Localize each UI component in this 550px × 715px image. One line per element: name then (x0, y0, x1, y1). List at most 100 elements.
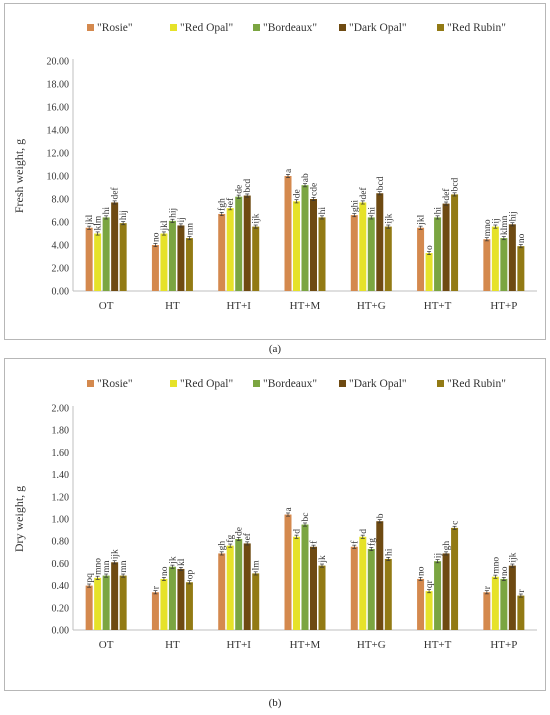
dry-weight-chart: "Rosie" "Red Opal" "Bordeaux" "Dark Opal" "R… (4, 358, 546, 691)
charta-bar-4-0 (350, 215, 358, 291)
charta-bar-3-3 (310, 199, 317, 291)
charta-letter-2-3: bcd (243, 179, 253, 193)
charta-letter-4-3: bcd (376, 176, 386, 190)
charta-bar-6-2 (500, 238, 508, 291)
chartb-bar-4-2 (367, 548, 375, 630)
chartb-bar-6-1 (491, 576, 499, 630)
chartb-letter-3-4: jk (318, 555, 328, 564)
charta-letter-1-0: no (151, 232, 161, 242)
charta-bar-1-2 (168, 220, 176, 291)
chartb-legend-swatch-4 (437, 380, 444, 387)
charta-bar-1-0 (151, 245, 159, 291)
charta-y-axis-title: Fresh weight, g (12, 139, 26, 213)
charta-letter-6-0: mno (483, 219, 493, 236)
chartb-ytick-label-3: 0.60 (52, 559, 70, 570)
chartb-letter-1-2: jk (168, 556, 178, 565)
chartb-letter-5-3: gh (442, 541, 452, 551)
charta-letter-2-4: ijk (252, 213, 262, 223)
chartb-legend-label-3: "Dark Opal" (349, 378, 407, 390)
chartb-bar-6-0 (483, 592, 491, 630)
charta-legend-label-2: "Bordeaux" (263, 22, 317, 34)
charta-bar-0-2 (102, 217, 110, 291)
charta-letter-6-2: klmn (500, 215, 510, 235)
chartb-letter-6-2: no (500, 566, 510, 576)
charta-bar-1-3 (177, 225, 185, 291)
chartb-bar-2-1 (226, 545, 234, 630)
charta-legend-swatch-2 (253, 24, 260, 31)
chartb-legend-swatch-0 (87, 380, 94, 387)
chartb-xtick-label-2: HT+I (226, 639, 251, 651)
charta-letter-3-0: a (284, 168, 294, 173)
charta-letter-6-4: no (517, 233, 527, 243)
chartb-letter-3-1: d (293, 529, 303, 534)
chartb-letter-2-2: de (235, 527, 245, 536)
chartb-bar-3-4 (318, 565, 326, 630)
charta-bar-6-1 (491, 226, 499, 291)
charta-letter-0-4: hij (119, 210, 129, 220)
caption-a: (a) (268, 343, 282, 355)
chartb-bar-1-4 (185, 582, 193, 630)
chartb-ytick-label-4: 0.80 (52, 537, 70, 548)
charta-xtick-label-5: HT+T (424, 300, 452, 312)
charta-bar-3-4 (318, 217, 326, 291)
chartb-bar-1-3 (177, 568, 185, 630)
charta-letter-1-4: mn (185, 223, 195, 235)
chartb-letter-4-3: b (376, 513, 386, 518)
fresh-weight-chart: "Rosie" "Red Opal" "Bordeaux" "Dark Opal" "R… (4, 3, 546, 340)
charta-ytick-label-0: 0.00 (52, 287, 70, 298)
charta-bar-3-1 (293, 201, 300, 291)
charta-bar-4-2 (367, 217, 375, 291)
chartb-ytick-label-10: 2.00 (52, 404, 70, 415)
charta-bar-5-0 (417, 227, 425, 291)
charta-letter-4-1: def (358, 186, 369, 199)
chartb-bar-2-4 (252, 573, 260, 630)
chartb-letter-2-0: gh (218, 541, 228, 551)
chartb-bar-2-3 (243, 543, 251, 630)
chartb-bar-5-1 (425, 591, 433, 630)
charta-letter-0-3: def (110, 186, 121, 199)
chartb-letter-2-3: ef (242, 532, 253, 540)
chartb-letter-6-0: r (483, 585, 493, 589)
chartb-ytick-label-9: 1.80 (52, 426, 70, 437)
chartb-legend-label-4: "Red Rubin" (447, 378, 506, 390)
chartb-letter-4-1: d (359, 529, 369, 534)
charta-legend-swatch-4 (437, 24, 444, 31)
charta-bar-0-0 (85, 227, 93, 291)
chartb-bar-4-1 (359, 536, 367, 630)
chartb-letter-2-4: lm (252, 560, 262, 571)
chartb-bar-6-4 (517, 595, 525, 630)
chartb-bar-5-3 (442, 553, 450, 630)
chartb-letter-0-3: ijk (111, 549, 121, 559)
charta-legend-label-3: "Dark Opal" (349, 22, 407, 34)
chartb-letter-0-1: mno (94, 558, 104, 575)
charta-letter-4-0: ghi (350, 200, 360, 213)
charta-letter-5-3: def (441, 188, 452, 201)
charta-letter-2-1: ef (225, 197, 236, 205)
charta-ytick-label-6: 12.00 (47, 149, 70, 160)
charta-ytick-label-9: 18.00 (47, 80, 70, 91)
charta-letter-6-3: hij (508, 211, 518, 221)
chartb-legend-swatch-3 (339, 380, 346, 387)
charta-ytick-label-10: 20.00 (47, 57, 70, 68)
chartb-ytick-label-6: 1.20 (52, 492, 70, 503)
chartb-bar-2-2 (235, 538, 243, 630)
charta-ytick-label-4: 8.00 (52, 195, 70, 206)
charta-bar-0-1 (94, 233, 102, 291)
chartb-xtick-label-4: HT+G (357, 639, 386, 651)
chartb-bar-0-4 (119, 575, 127, 630)
chartb-legend-swatch-1 (170, 380, 177, 387)
chartb-letter-1-3: kl (177, 558, 187, 566)
chartb-ytick-label-1: 0.20 (52, 603, 70, 614)
charta-bar-0-4 (119, 223, 127, 291)
chartb-letter-6-1: mno (491, 557, 501, 574)
charta-letter-3-1: de (293, 189, 303, 198)
charta-letter-0-1: klm (94, 215, 104, 230)
charta-letter-4-2: hi (367, 207, 377, 215)
chartb-bar-0-1 (94, 577, 102, 630)
fresh-weight-chart-svg: "Rosie" "Red Opal" "Bordeaux" "Dark Opal" "R… (12, 22, 537, 312)
charta-letter-1-3: ij (177, 217, 187, 222)
charta-xtick-label-3: HT+M (290, 300, 321, 312)
charta-bar-2-4 (252, 226, 260, 291)
charta-bar-5-1 (425, 253, 433, 291)
chartb-bar-5-2 (434, 561, 442, 630)
